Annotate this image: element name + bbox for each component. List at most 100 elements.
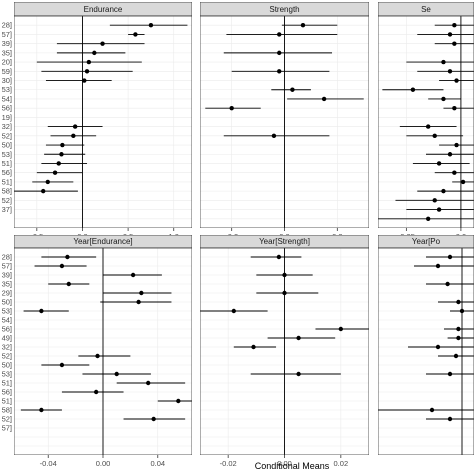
facet-panel: Endurance-0.50.00.51.0 <box>14 2 192 241</box>
row-tick-label: 56] <box>2 325 12 334</box>
row-tick-label: 58] <box>2 187 12 196</box>
point-estimate <box>447 416 453 422</box>
panel-border <box>14 247 192 455</box>
point-estimate <box>45 179 50 185</box>
row-tick-label: 20] <box>2 58 12 67</box>
point-estimate <box>441 59 446 65</box>
x-tick-label: 0.00 <box>96 459 111 468</box>
point-estimate <box>276 254 282 260</box>
point-estimate <box>151 416 156 422</box>
point-estimate <box>447 32 453 37</box>
point-estimate <box>277 69 282 74</box>
point-estimate <box>176 398 181 404</box>
point-estimate <box>296 371 301 377</box>
point-estimate <box>229 105 234 111</box>
row-tick-label: 51] <box>2 177 12 186</box>
row-tick-label: 51] <box>2 159 12 168</box>
point-estimate <box>92 50 97 56</box>
facet-panel: Year[Endurance] -0.04 0.00 0.04 <box>14 235 192 468</box>
point-estimate <box>282 290 287 296</box>
point-estimate <box>86 59 92 65</box>
point-estimate <box>425 124 431 129</box>
panel-border <box>14 15 192 228</box>
panel-border <box>378 247 474 455</box>
point-estimate <box>251 344 256 350</box>
row-tick-label: 52] <box>2 352 12 361</box>
row-tick-label: 50] <box>2 298 12 307</box>
point-estimate <box>425 216 431 221</box>
point-estimate <box>456 326 461 332</box>
point-estimate <box>441 188 446 194</box>
point-estimate <box>148 23 154 28</box>
row-tick-label: 56] <box>2 388 12 397</box>
point-estimate <box>447 152 453 157</box>
row-tick-label: 32] <box>2 122 12 131</box>
point-estimate <box>456 299 461 305</box>
point-estimate <box>139 290 144 296</box>
point-estimate <box>82 78 87 83</box>
row-tick-label: 52] <box>2 131 12 140</box>
facet-panel: Year[Strength] -0.02 0.00 0.02 <box>200 235 369 468</box>
facet-title: Year[Strength] <box>259 237 310 246</box>
row-tick-label: 54] <box>2 316 12 325</box>
row-tick-label: 59] <box>2 67 12 76</box>
point-estimate <box>100 41 105 46</box>
point-estimate <box>84 69 90 74</box>
row-tick-label: 39] <box>2 39 12 48</box>
facet-title: Year[Po <box>412 237 441 246</box>
point-estimate <box>60 142 65 148</box>
point-estimate <box>59 362 65 368</box>
point-estimate <box>435 263 441 269</box>
row-tick-label: 35] <box>2 280 12 289</box>
point-estimate <box>432 198 437 203</box>
row-tick-label: 53] <box>2 85 12 94</box>
row-tick-label: 57] <box>2 30 12 39</box>
point-estimate <box>145 380 151 386</box>
facet-panel: Se-0.250.0 <box>378 2 474 241</box>
row-tick-label: 19] <box>2 113 12 122</box>
point-estimate <box>441 96 446 102</box>
point-estimate <box>447 69 453 74</box>
x-tick-label: -0.02 <box>220 459 237 468</box>
point-estimate <box>231 308 236 314</box>
row-tick-label: 57] <box>2 424 12 433</box>
point-estimate <box>429 407 435 413</box>
row-tick-label: 50] <box>2 361 12 370</box>
point-estimate <box>452 170 457 175</box>
row-tick-label: 35] <box>2 48 12 57</box>
x-axis-title: Conditional Means <box>255 461 330 471</box>
point-estimate <box>71 133 76 139</box>
row-tick-label: 39] <box>2 271 12 280</box>
point-estimate <box>66 281 71 287</box>
point-estimate <box>454 78 459 83</box>
point-estimate <box>454 142 459 148</box>
point-estimate <box>93 389 99 395</box>
row-tick-label: 56] <box>2 168 12 177</box>
point-estimate <box>456 335 461 341</box>
point-estimate <box>300 23 306 28</box>
point-estimate <box>39 308 44 314</box>
point-estimate <box>452 23 457 28</box>
row-tick-label: 58] <box>2 406 12 415</box>
row-tick-label: 56] <box>2 104 12 113</box>
point-estimate <box>460 179 466 185</box>
panel-border <box>200 247 369 455</box>
row-tick-label: 53] <box>2 307 12 316</box>
point-estimate <box>436 207 442 212</box>
row-tick-label: 52] <box>2 196 12 205</box>
row-tick-label: 57] <box>2 262 12 271</box>
point-estimate <box>338 326 344 332</box>
point-estimate <box>271 133 277 139</box>
point-estimate <box>436 161 442 166</box>
row-tick-label: 49] <box>2 334 12 343</box>
x-tick-label: 0.04 <box>150 459 165 468</box>
facet-title: Se <box>421 5 431 14</box>
point-estimate <box>277 50 282 56</box>
point-estimate <box>445 281 450 287</box>
row-tick-label: 50] <box>2 141 12 150</box>
row-tick-label: 29] <box>2 289 12 298</box>
facet-title: Strength <box>269 5 299 14</box>
point-estimate <box>133 32 138 37</box>
row-tick-label: 37] <box>2 205 12 214</box>
